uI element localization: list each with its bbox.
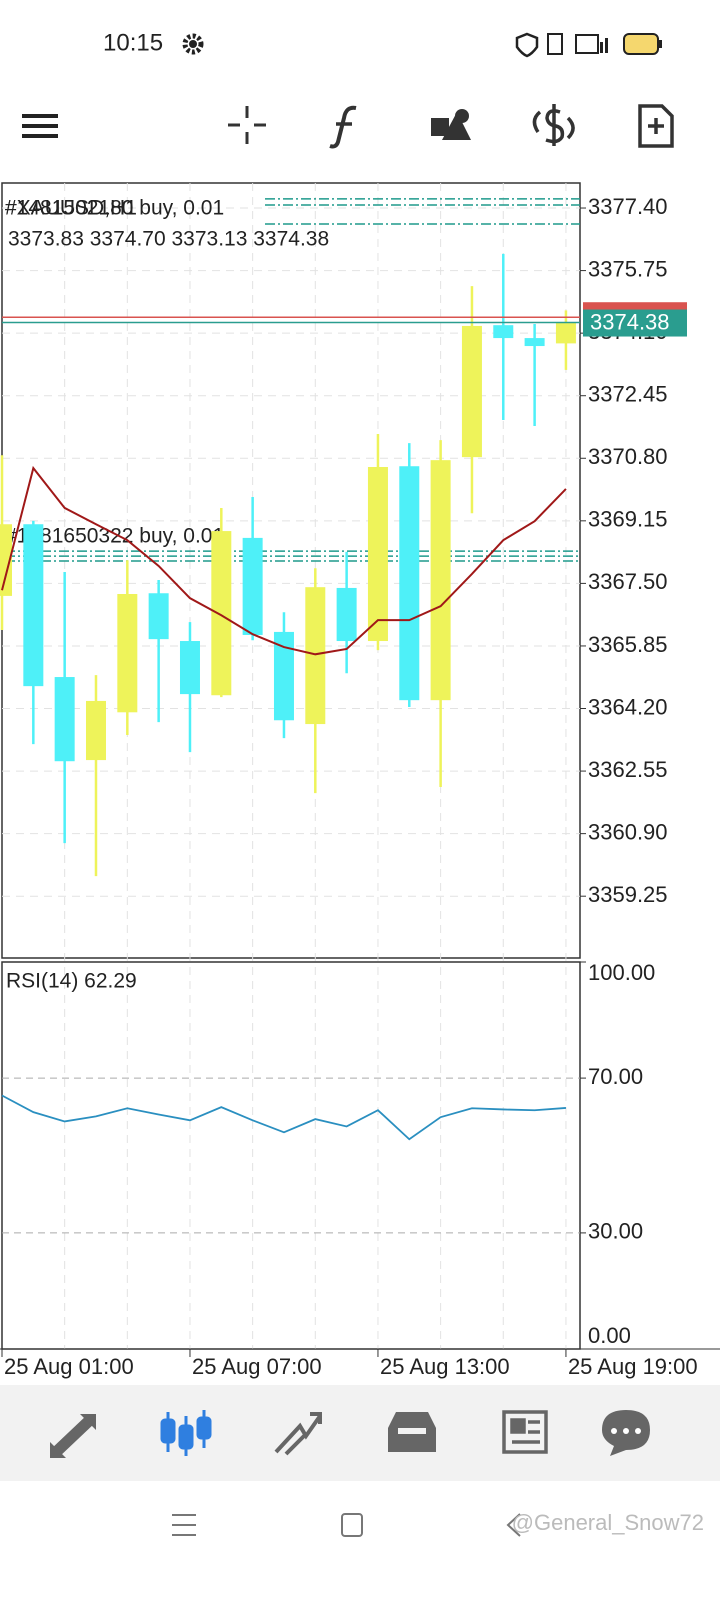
settings-icon — [182, 33, 204, 55]
rsi-title: RSI(14) 62.29 — [6, 970, 137, 993]
nav-chat[interactable] — [602, 1410, 650, 1456]
system-nav — [172, 1513, 521, 1537]
y-tick-label: 3359.25 — [588, 882, 668, 907]
y-tick-label: 3362.55 — [588, 757, 668, 782]
candle-body — [461, 325, 482, 458]
trade-button[interactable] — [532, 104, 575, 146]
y-tick-label: 3367.50 — [588, 569, 668, 594]
moving-average-line — [1, 465, 567, 656]
candle-body — [430, 460, 451, 701]
candle-body — [117, 594, 138, 713]
rsi-panel-frame — [1, 961, 581, 1350]
rsi-tick-label: 0.00 — [588, 1323, 631, 1348]
last-price-tag — [583, 309, 687, 337]
y-tick-label: 3377.40 — [588, 194, 668, 219]
nav-chart[interactable] — [160, 1410, 212, 1456]
x-tick-label: 25 Aug 01:00 — [4, 1354, 134, 1379]
watermark: @General_Snow72 — [512, 1510, 704, 1535]
objects-button[interactable] — [431, 109, 471, 140]
y-tick-label: 3370.80 — [588, 444, 668, 469]
y-tick-label: 3369.15 — [588, 507, 668, 532]
rsi-tick-label: 70.00 — [588, 1064, 643, 1089]
rsi-tick-label: 30.00 — [588, 1219, 643, 1244]
candle-body — [493, 325, 514, 339]
candle-body — [85, 700, 106, 761]
nav-history[interactable] — [388, 1412, 436, 1452]
nav-trade[interactable] — [274, 1412, 322, 1456]
nav-quotes[interactable] — [50, 1414, 96, 1458]
indicators-button[interactable] — [329, 105, 357, 149]
candle-body — [336, 587, 357, 642]
order-label: #1481502180 buy, 0.01 — [5, 197, 224, 220]
candle-body — [555, 322, 576, 344]
candle-body — [23, 524, 44, 687]
rsi-tick-label: 100.00 — [588, 960, 655, 985]
candle-body — [0, 524, 12, 596]
candle-body — [305, 587, 326, 725]
x-tick-label: 25 Aug 13:00 — [380, 1354, 510, 1379]
candle-body — [399, 466, 420, 701]
y-tick-label: 3372.45 — [588, 382, 668, 407]
price-panel-frame — [1, 182, 581, 959]
chart-plot: 3377.403375.753374.103372.453370.803369.… — [0, 183, 720, 1379]
status-time: 10:15 — [103, 29, 163, 56]
y-tick-label: 3375.75 — [588, 256, 668, 281]
crosshair-button[interactable] — [228, 106, 266, 144]
candle-body — [273, 631, 294, 721]
x-tick-label: 25 Aug 19:00 — [568, 1354, 698, 1379]
candle-body — [211, 531, 232, 696]
x-tick-label: 25 Aug 07:00 — [192, 1354, 322, 1379]
y-tick-label: 3365.85 — [588, 632, 668, 657]
new-order-button[interactable] — [638, 104, 674, 148]
chart-title: #XAUUSD,H1 — [5, 197, 137, 220]
nav-news[interactable] — [502, 1410, 548, 1454]
candle-body — [367, 466, 388, 642]
last-price-label: 3374.38 — [590, 309, 670, 334]
menu-button[interactable] — [22, 114, 58, 138]
candle-body — [242, 537, 263, 635]
order-label: #1481650322 buy, 0.01 — [5, 525, 224, 548]
candle-body — [148, 593, 169, 640]
y-tick-label: 3360.90 — [588, 819, 668, 844]
status-icons — [515, 32, 662, 58]
candle-body — [54, 677, 75, 762]
ohlc-label: 3373.83 3374.70 3373.13 3374.38 — [8, 228, 329, 251]
candle-body — [524, 338, 545, 347]
candle-body — [179, 641, 200, 695]
y-tick-label: 3364.20 — [588, 694, 668, 719]
bottom-nav — [0, 1385, 720, 1481]
rsi-line — [1, 1094, 567, 1141]
